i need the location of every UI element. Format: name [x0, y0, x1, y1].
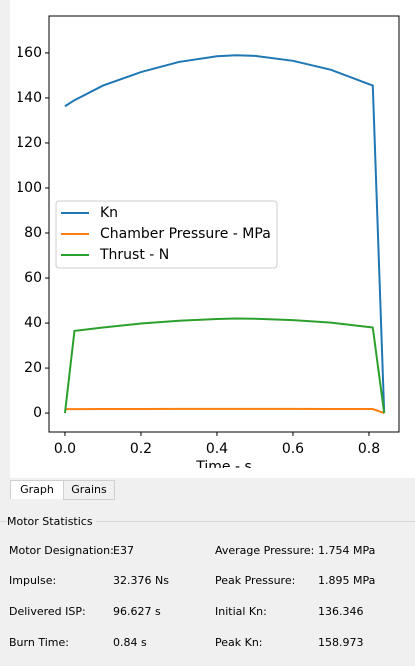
y-tick-label: 140: [15, 90, 42, 106]
chart: 0 20 40 60 80 100 120 140 160 0.0 0.2 0.4 0.6 0.8 Time…: [10, 0, 415, 478]
group-title: Motor Statistics: [7, 515, 96, 528]
stat-value: 136.346: [318, 605, 364, 618]
y-tick-label: 0: [33, 405, 42, 421]
stat-value: 0.84 s: [113, 636, 147, 649]
stat-label: Burn Time:: [9, 636, 69, 649]
y-tick-label: 160: [15, 45, 42, 61]
stat-value: 158.973: [318, 636, 364, 649]
x-axis-label: Time - s: [195, 459, 252, 475]
stat-value: 32.376 Ns: [113, 574, 169, 587]
data-line: [64, 407, 385, 415]
legend-label: Thrust - N: [99, 247, 169, 263]
group-box: [0, 521, 415, 666]
y-tick-label: 60: [24, 270, 42, 286]
y-tick-label: 100: [15, 180, 42, 196]
stat-value: 1.895 MPa: [318, 574, 376, 587]
data-line: [63, 317, 386, 414]
y-tick-label: 120: [15, 135, 42, 151]
x-tick-label: 0.0: [54, 441, 76, 457]
stat-value: E37: [113, 544, 134, 557]
legend-label: Chamber Pressure - MPa: [100, 226, 271, 242]
y-tick-label: 40: [24, 315, 42, 331]
stat-value: 96.627 s: [113, 605, 161, 618]
plot-area: 0 20 40 60 80 100 120 140 160 0.0 0.2 0.4 0.6 0.8 Time…: [15, 15, 400, 475]
y-tick-label: 80: [24, 225, 42, 241]
stat-value: 1.754 MPa: [318, 544, 376, 557]
stat-label: Delivered ISP:: [9, 605, 86, 618]
stat-label: Motor Designation:: [9, 544, 114, 557]
stat-label: Peak Pressure:: [215, 574, 296, 587]
stat-label: Peak Kn:: [215, 636, 263, 649]
x-tick-label: 0.6: [282, 441, 304, 457]
stat-label: Impulse:: [9, 574, 57, 587]
x-tick-label: 0.4: [206, 441, 228, 457]
tab[interactable]: Graph: [10, 480, 64, 499]
data-line: [64, 54, 386, 414]
y-tick-label: 20: [24, 360, 42, 376]
x-tick-label: 0.8: [358, 441, 380, 457]
x-tick-label: 0.2: [130, 441, 152, 457]
legend: Kn Chamber Pressure - MPa Thrust - N: [55, 200, 278, 269]
axes-frame: [48, 15, 400, 433]
legend-box: [55, 200, 278, 269]
legend-label: Kn: [100, 205, 118, 221]
stat-label: Average Pressure:: [215, 544, 315, 557]
stat-label: Initial Kn:: [215, 605, 267, 618]
tab[interactable]: Grains: [63, 480, 115, 500]
